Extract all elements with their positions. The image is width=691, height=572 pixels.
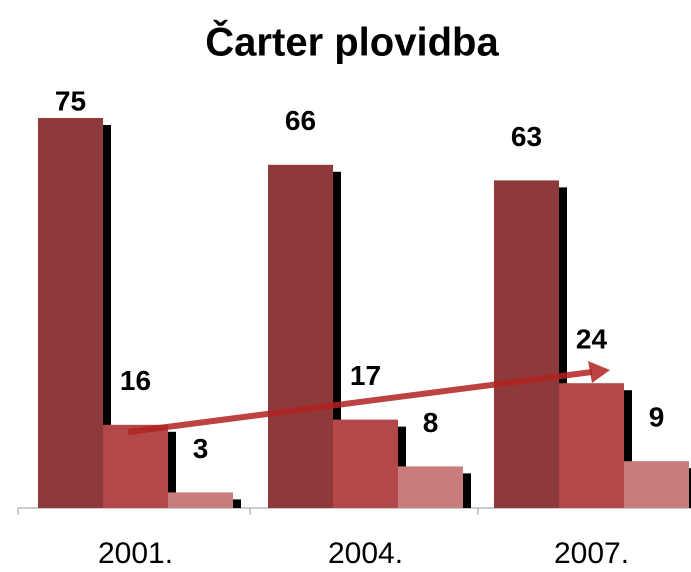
- bar-shadow: [559, 187, 567, 508]
- value-label: 75: [55, 85, 86, 116]
- bar: [333, 419, 398, 508]
- bar-shadow: [333, 171, 341, 509]
- arrow-shaft: [127, 369, 593, 435]
- value-label: 24: [576, 324, 608, 355]
- value-label: 17: [350, 360, 381, 391]
- bar-shadow: [233, 499, 241, 508]
- x-tick-label: 2004.: [328, 537, 403, 570]
- value-label: 66: [285, 105, 316, 136]
- bars: [38, 118, 691, 509]
- arrow-head: [588, 361, 610, 383]
- value-label: 63: [511, 121, 542, 152]
- bar: [38, 118, 103, 508]
- x-tick-label: 2007.: [554, 537, 629, 570]
- bar-shadow: [689, 468, 691, 508]
- bar-shadow: [624, 390, 632, 508]
- bar: [559, 383, 624, 508]
- value-label: 16: [120, 365, 151, 396]
- value-label: 8: [423, 407, 439, 438]
- bar: [398, 466, 463, 508]
- bar-shadow: [463, 473, 471, 508]
- bar: [103, 424, 168, 508]
- value-label: 9: [649, 402, 665, 433]
- bar-shadow: [103, 125, 111, 508]
- chart-title: Čarter plovidba: [205, 19, 499, 65]
- bar: [268, 164, 333, 509]
- value-label: 3: [193, 433, 209, 464]
- bar-shadow: [168, 431, 176, 508]
- bar: [624, 461, 689, 508]
- x-tick-label: 2001.: [98, 537, 173, 570]
- trend-arrow: [127, 361, 610, 435]
- bar: [168, 492, 233, 508]
- bar: [494, 180, 559, 508]
